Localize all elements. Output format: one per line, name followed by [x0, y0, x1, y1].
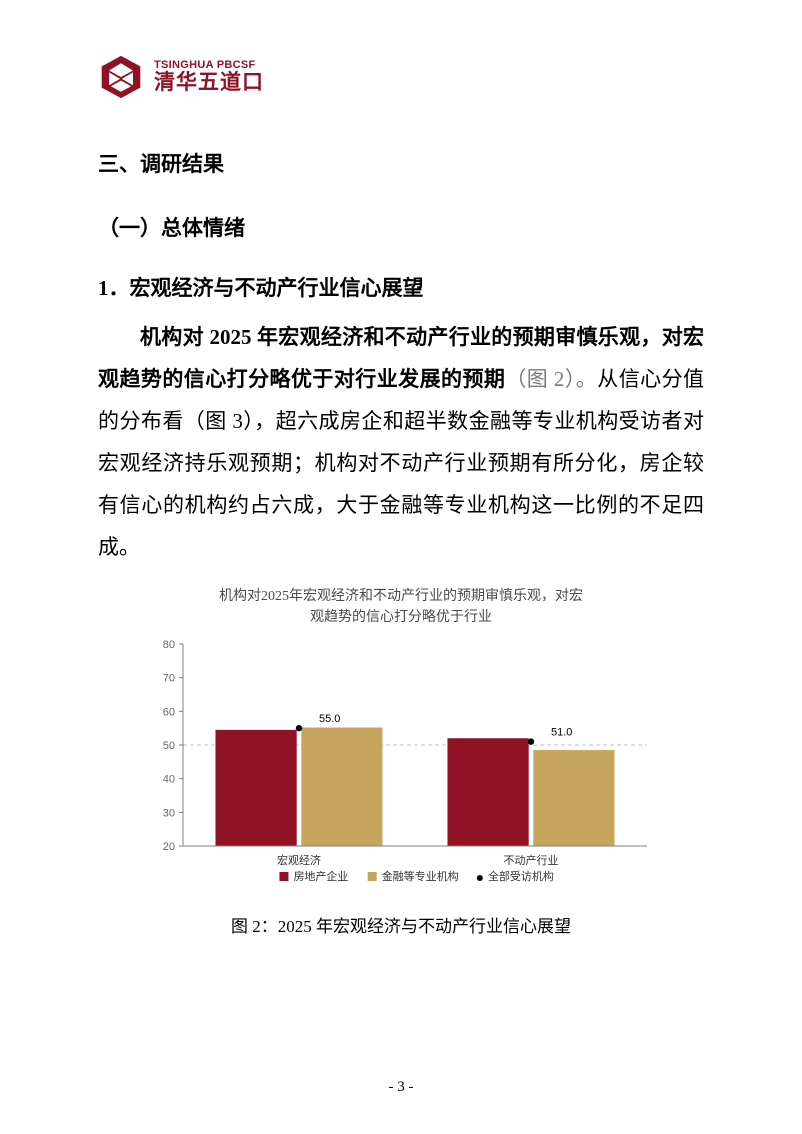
heading-section: 三、调研结果 — [98, 148, 704, 178]
chart-title: 机构对2025年宏观经济和不动产行业的预期审慎乐观，对宏观趋势的信心打分略优于行… — [219, 586, 583, 628]
svg-text:宏观经济: 宏观经济 — [277, 853, 321, 867]
heading-subsection: （一）总体情绪 — [98, 212, 704, 242]
svg-text:40: 40 — [163, 774, 175, 786]
logo-hexagon-icon — [98, 54, 144, 100]
svg-text:70: 70 — [163, 673, 175, 685]
svg-text:不动产行业: 不动产行业 — [504, 853, 559, 867]
logo-text-cn: 清华五道口 — [154, 72, 264, 94]
svg-text:80: 80 — [163, 639, 175, 651]
body-paragraph: 机构对 2025 年宏观经济和不动产行业的预期审慎乐观，对宏观趋势的信心打分略优… — [98, 316, 704, 568]
svg-text:20: 20 — [163, 841, 175, 853]
svg-text:51.0: 51.0 — [551, 727, 572, 739]
heading-item: 1．宏观经济与不动产行业信心展望 — [98, 272, 704, 302]
para-fig-ref: （图 2）。 — [505, 367, 597, 391]
svg-text:60: 60 — [163, 706, 175, 718]
para-rest: 从信心分值的分布看（图 3），超六成房企和超半数金融等专业机构受访者对宏观经济持… — [98, 367, 704, 559]
svg-text:房地产企业: 房地产企业 — [293, 869, 348, 883]
svg-text:50: 50 — [163, 740, 175, 752]
svg-text:55.0: 55.0 — [319, 713, 340, 725]
figure-caption: 图 2：2025 年宏观经济与不动产行业信心展望 — [98, 912, 704, 937]
svg-text:全部受访机构: 全部受访机构 — [488, 869, 554, 883]
confidence-bar-chart: 20 30 40 50 60 70 80 宏观经济 不动产行业 55.0 51.0 房地产企业 金融等专… — [141, 634, 661, 894]
svg-text:30: 30 — [163, 807, 175, 819]
svg-text:金融等专业机构: 金融等专业机构 — [382, 869, 459, 883]
brand-logo: TSINGHUA PBCSF 清华五道口 — [98, 54, 704, 100]
page-number: - 3 - — [0, 1079, 802, 1096]
